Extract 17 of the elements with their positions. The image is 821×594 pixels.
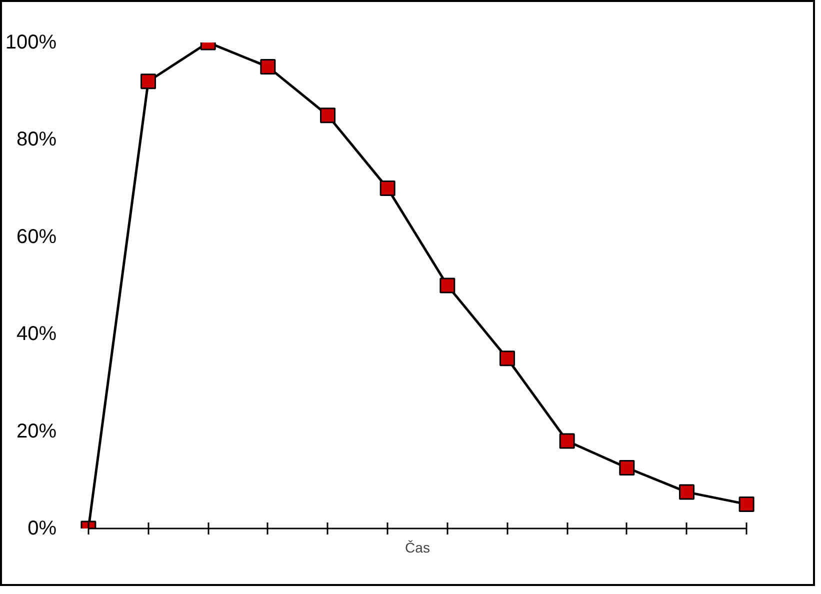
x-axis-title: Čas: [405, 540, 430, 556]
y-tick-label: 0%: [28, 518, 57, 540]
point: [320, 108, 336, 124]
y-tick-label: 20%: [16, 420, 57, 442]
point: [140, 74, 156, 90]
point: [678, 484, 694, 500]
y-tick-label: 60%: [16, 226, 57, 248]
point: [380, 180, 396, 196]
y-tick-label: 40%: [16, 323, 57, 346]
point: [440, 278, 456, 294]
point: [499, 350, 515, 366]
y-tick-label: 80%: [16, 128, 57, 151]
point: [260, 59, 276, 75]
point: [619, 460, 635, 476]
y-tick-label: 100%: [5, 32, 57, 54]
point: [738, 496, 754, 512]
point: [559, 433, 575, 449]
